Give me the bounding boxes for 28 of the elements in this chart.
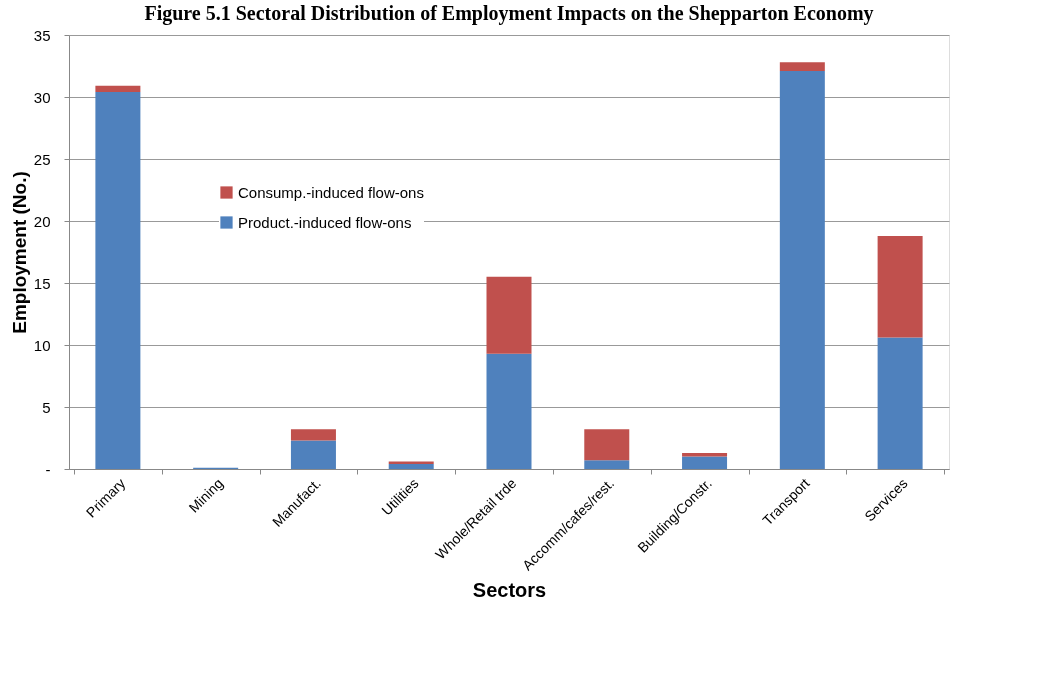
y-tick-label: 15 <box>33 274 51 292</box>
y-tick-label: 10 <box>33 336 51 354</box>
bar <box>290 429 336 441</box>
bar <box>486 276 532 354</box>
legend-label: Consump.-induced flow-ons <box>238 183 424 201</box>
bar <box>779 62 825 71</box>
bar <box>682 452 728 457</box>
y-axis-title: Employment (No.) <box>8 171 30 334</box>
bar <box>290 440 336 469</box>
y-tick-label: 30 <box>33 88 51 106</box>
y-tick-label: 35 <box>33 26 51 44</box>
legend-label: Product.-induced flow-ons <box>238 213 412 231</box>
y-tick-label: 5 <box>42 398 51 416</box>
bar <box>877 235 923 338</box>
bar <box>584 429 630 461</box>
bar <box>95 92 141 469</box>
bar <box>486 353 532 469</box>
y-tick-label: - <box>45 460 51 478</box>
y-tick-label: 20 <box>33 212 51 230</box>
bar <box>388 464 434 469</box>
bar <box>779 70 825 469</box>
bar <box>877 337 923 469</box>
chart-title: Figure 5.1 Sectoral Distribution of Employment Impacts on the Shepparton Economy <box>144 2 874 25</box>
bar <box>682 456 728 469</box>
x-axis-title: Sectors <box>472 579 547 602</box>
y-tick-label: 25 <box>33 150 51 168</box>
bar <box>95 85 141 93</box>
bar <box>584 460 630 469</box>
